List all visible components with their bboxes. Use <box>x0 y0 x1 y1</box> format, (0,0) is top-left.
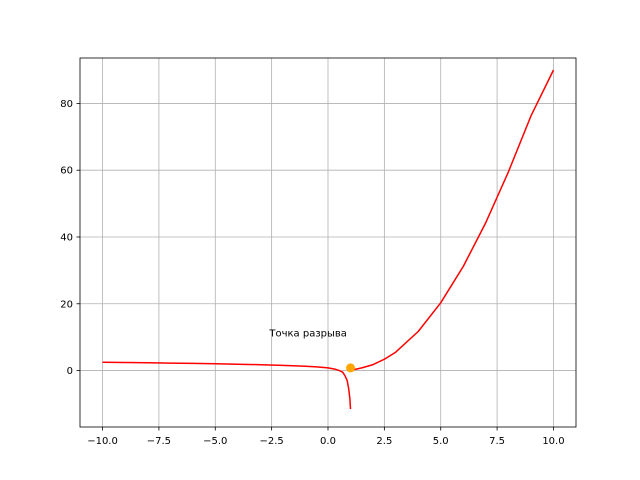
grid <box>80 58 576 427</box>
y-tick-label: 80 <box>60 99 73 110</box>
x-tick-label: 10.0 <box>542 436 564 447</box>
discontinuity-point <box>346 363 356 373</box>
x-tick-label: 7.5 <box>489 436 505 447</box>
x-tick-label: −10.0 <box>87 436 118 447</box>
x-tick-label: 0.0 <box>320 436 336 447</box>
y-axis: 0 20 40 60 80 <box>60 99 80 377</box>
x-tick-label: −2.5 <box>259 436 283 447</box>
x-tick-label: 5.0 <box>433 436 449 447</box>
annotation-label: Точка разрыва <box>268 329 347 340</box>
y-tick-label: 40 <box>60 232 73 243</box>
series-line-segment-0 <box>102 361 352 410</box>
y-tick-label: 20 <box>60 299 73 310</box>
series-layer <box>102 69 555 410</box>
x-tick-label: −7.5 <box>147 436 171 447</box>
y-tick-label: 0 <box>67 366 73 377</box>
points-layer <box>346 363 356 373</box>
x-tick-label: −5.0 <box>203 436 227 447</box>
x-tick-label: 2.5 <box>376 436 392 447</box>
y-tick-label: 60 <box>60 166 73 177</box>
x-axis: −10.0 −7.5 −5.0 −2.5 0.0 2.5 5.0 7.5 10.0 <box>87 427 565 447</box>
series-line-segment-1 <box>352 69 555 371</box>
annotations: Точка разрыва <box>268 329 347 340</box>
